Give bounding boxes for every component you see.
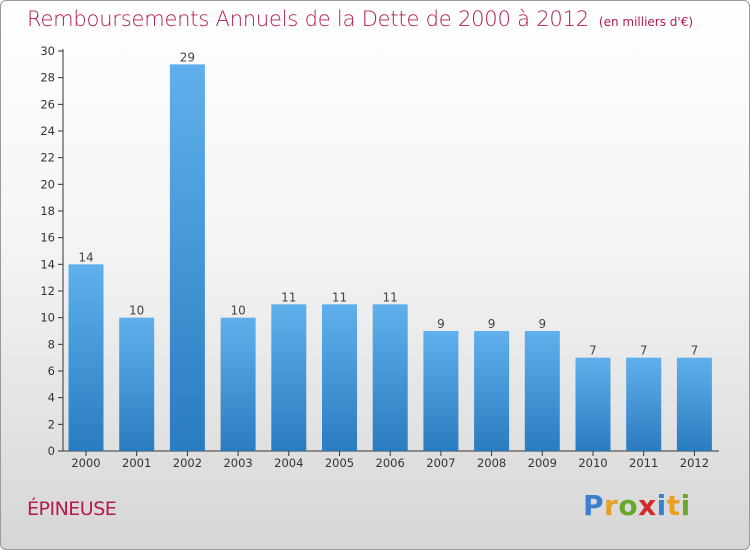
bar-value-label: 7	[691, 344, 699, 358]
x-tick-label: 2006	[376, 456, 405, 470]
bar-value-label: 11	[281, 290, 296, 304]
y-tick-label: 14	[40, 257, 55, 271]
bar-value-label: 7	[640, 344, 648, 358]
x-tick-label: 2003	[223, 456, 252, 470]
bar	[676, 357, 712, 451]
bar-value-label: 9	[488, 317, 496, 331]
logo-letter: x	[638, 489, 657, 522]
y-tick-label: 28	[40, 71, 55, 85]
y-tick-label: 12	[40, 284, 55, 298]
x-tick-label: 2011	[629, 456, 658, 470]
y-tick-label: 10	[40, 311, 55, 325]
bar-value-label: 11	[332, 290, 347, 304]
bar-value-label: 10	[129, 304, 144, 318]
logo-letter: i	[680, 489, 691, 522]
x-tick-label: 2004	[274, 456, 303, 470]
y-tick-label: 6	[48, 364, 55, 378]
bar-value-label: 11	[383, 290, 398, 304]
bar	[169, 64, 205, 452]
bar-value-label: 29	[180, 50, 195, 64]
bar	[474, 331, 510, 451]
x-tick-label: 2005	[325, 456, 354, 470]
x-tick-label: 2009	[528, 456, 557, 470]
bar	[68, 264, 104, 451]
x-tick-label: 2012	[680, 456, 709, 470]
y-tick-label: 20	[40, 177, 55, 191]
bar-value-label: 9	[538, 317, 546, 331]
bar-value-label: 10	[230, 304, 245, 318]
bar	[372, 304, 408, 451]
x-tick-label: 2002	[173, 456, 202, 470]
y-tick-label: 22	[40, 151, 55, 165]
y-tick-label: 30	[40, 44, 55, 58]
bar	[423, 331, 459, 451]
place-name: ÉPINEUSE	[27, 498, 117, 520]
x-tick-label: 2000	[71, 456, 100, 470]
y-tick-label: 16	[40, 231, 55, 245]
chart-unit: (en milliers d'€)	[598, 15, 694, 29]
x-tick-label: 2007	[426, 456, 455, 470]
logo-letter: P	[583, 489, 605, 522]
y-tick-label: 18	[40, 204, 55, 218]
y-tick-label: 8	[48, 337, 55, 351]
x-axis: 2000 2001 2002 2003 2004 2005 2006 2007 2008 2009…	[63, 450, 719, 470]
logo-letter: r	[604, 489, 619, 522]
logo-letter: o	[618, 489, 639, 522]
y-tick-label: 2	[48, 417, 55, 431]
proxiti-logo: Proxiti	[583, 489, 691, 522]
x-tick-label: 2008	[477, 456, 506, 470]
y-tick-label: 26	[40, 97, 55, 111]
y-tick-label: 24	[40, 124, 55, 138]
y-tick-label: 0	[48, 444, 55, 458]
x-tick-label: 2001	[122, 456, 151, 470]
logo-letter: t	[666, 489, 681, 522]
chart-title-text: Remboursements Annuels de la Dette de 20…	[27, 7, 589, 31]
bar	[575, 357, 611, 451]
bar	[322, 304, 357, 451]
bar	[626, 357, 662, 451]
bars: 14 10 29 10 11 11 11 9 9 9 7 7 7	[68, 50, 712, 452]
bar	[271, 304, 307, 451]
bar-value-label: 7	[589, 344, 597, 358]
y-tick-label: 4	[48, 391, 55, 405]
bar	[524, 331, 560, 451]
bar	[119, 317, 155, 451]
logo-letter: i	[656, 489, 667, 522]
chart-title: Remboursements Annuels de la Dette de 20…	[27, 7, 693, 31]
x-tick-label: 2010	[578, 456, 607, 470]
bar-value-label: 14	[78, 250, 93, 264]
bar-value-label: 9	[437, 317, 445, 331]
bar	[220, 317, 256, 451]
